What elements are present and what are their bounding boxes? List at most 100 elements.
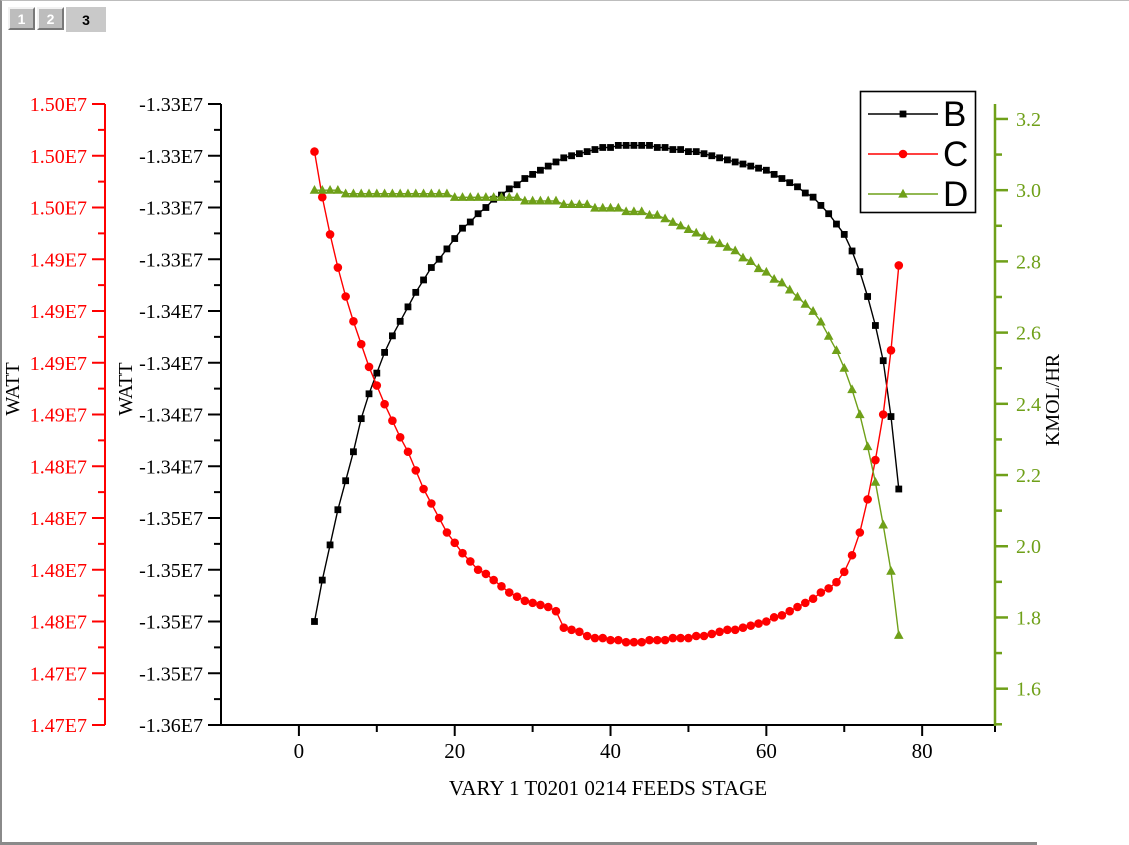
marker-triangle bbox=[442, 188, 452, 198]
marker-square bbox=[459, 224, 466, 232]
marker-square bbox=[848, 247, 856, 255]
marker-triangle bbox=[465, 192, 476, 201]
marker-circle bbox=[847, 550, 857, 560]
marker-circle bbox=[898, 149, 908, 159]
x-tick-label: 80 bbox=[912, 739, 933, 763]
y-tick-label: 2.8 bbox=[1016, 251, 1041, 273]
marker-square bbox=[794, 183, 801, 191]
marker-triangle bbox=[699, 231, 709, 241]
marker-triangle bbox=[792, 291, 803, 301]
marker-square bbox=[599, 144, 607, 151]
marker-circle bbox=[497, 582, 506, 591]
marker-circle bbox=[715, 627, 724, 637]
marker-triangle bbox=[823, 330, 834, 340]
marker-square bbox=[451, 235, 459, 242]
marker-triangle bbox=[395, 188, 405, 198]
marker-square bbox=[786, 179, 794, 187]
y-tick-label: -1.33E7 bbox=[139, 198, 203, 220]
y-tick-label: 2.4 bbox=[1016, 394, 1041, 416]
legend[interactable]: BCD bbox=[859, 90, 977, 215]
marker-triangle bbox=[800, 298, 811, 308]
marker-square bbox=[342, 477, 350, 485]
marker-square bbox=[537, 166, 544, 174]
marker-circle bbox=[645, 635, 654, 645]
marker-square bbox=[529, 170, 537, 178]
series-B bbox=[311, 142, 903, 625]
marker-triangle bbox=[847, 384, 857, 394]
marker-square bbox=[521, 175, 529, 182]
marker-triangle bbox=[473, 192, 483, 201]
x-axis-title: VARY 1 T0201 0214 FEEDS STAGE bbox=[449, 776, 767, 800]
marker-circle bbox=[652, 635, 662, 645]
y-tick-label: 1.50E7 bbox=[30, 94, 87, 116]
y-tick-label: -1.33E7 bbox=[139, 249, 203, 271]
legend-box bbox=[859, 90, 977, 214]
marker-square bbox=[840, 231, 848, 238]
marker-triangle bbox=[348, 188, 359, 198]
marker-triangle bbox=[862, 441, 873, 451]
marker-triangle bbox=[898, 188, 908, 198]
marker-triangle bbox=[769, 273, 779, 283]
marker-circle bbox=[403, 447, 413, 457]
marker-triangle bbox=[683, 224, 694, 233]
marker-square bbox=[809, 193, 817, 201]
y-tick-label: -1.35E7 bbox=[139, 508, 203, 530]
marker-circle bbox=[629, 637, 639, 647]
marker-triangle bbox=[558, 199, 569, 209]
marker-triangle bbox=[535, 195, 546, 205]
marker-triangle bbox=[340, 188, 351, 198]
marker-square bbox=[607, 144, 614, 151]
marker-square bbox=[817, 202, 825, 209]
marker-circle bbox=[839, 567, 849, 577]
marker-circle bbox=[871, 455, 880, 465]
marker-circle bbox=[543, 602, 553, 612]
marker-triangle bbox=[309, 184, 320, 194]
marker-square bbox=[661, 144, 669, 151]
marker-circle bbox=[559, 623, 569, 633]
marker-square bbox=[762, 166, 770, 174]
y-tick-label: 1.48E7 bbox=[30, 456, 87, 478]
y-tick-label: -1.33E7 bbox=[139, 94, 203, 116]
series-D bbox=[309, 184, 904, 639]
series-line bbox=[313, 144, 900, 622]
marker-circle bbox=[637, 637, 646, 647]
y-tick-label: 1.8 bbox=[1016, 607, 1041, 629]
marker-circle bbox=[551, 606, 561, 616]
marker-circle bbox=[699, 631, 709, 641]
marker-square bbox=[350, 448, 357, 456]
marker-square bbox=[833, 220, 840, 228]
marker-triangle bbox=[527, 195, 538, 205]
marker-circle bbox=[800, 598, 810, 608]
marker-square bbox=[692, 148, 700, 156]
marker-triangle bbox=[364, 188, 374, 198]
y-tick-label: 1.48E7 bbox=[30, 612, 87, 634]
y-tick-label: 3.0 bbox=[1016, 180, 1041, 202]
marker-square bbox=[435, 255, 443, 263]
marker-square bbox=[825, 210, 833, 218]
marker-circle bbox=[512, 592, 522, 601]
sheet-tab-2[interactable]: 2 bbox=[37, 7, 64, 30]
marker-circle bbox=[582, 631, 592, 641]
x-tick-label: 60 bbox=[756, 739, 777, 763]
marker-circle bbox=[746, 621, 756, 630]
marker-triangle bbox=[784, 284, 795, 294]
marker-circle bbox=[481, 569, 491, 579]
marker-circle bbox=[411, 466, 421, 475]
sheet-tab-1[interactable]: 1 bbox=[8, 7, 35, 30]
marker-square bbox=[568, 152, 575, 160]
marker-square bbox=[887, 413, 895, 420]
marker-square bbox=[583, 148, 591, 156]
marker-circle bbox=[878, 410, 888, 419]
sheet-tab-3-active[interactable]: 3 bbox=[66, 7, 106, 32]
marker-triangle bbox=[457, 192, 468, 201]
y-axis-left-inner: -1.33E7 -1.33E7 -1.33E7 -1.33E7 -1.34E7 -1.34… bbox=[115, 94, 222, 737]
series-C bbox=[310, 147, 904, 647]
marker-square bbox=[723, 156, 731, 164]
y-tick-label: 2.2 bbox=[1016, 465, 1041, 487]
marker-triangle bbox=[333, 184, 343, 194]
marker-triangle bbox=[597, 202, 608, 212]
marker-triangle bbox=[582, 199, 592, 209]
legend-label: C bbox=[943, 135, 968, 174]
marker-square bbox=[614, 142, 622, 149]
